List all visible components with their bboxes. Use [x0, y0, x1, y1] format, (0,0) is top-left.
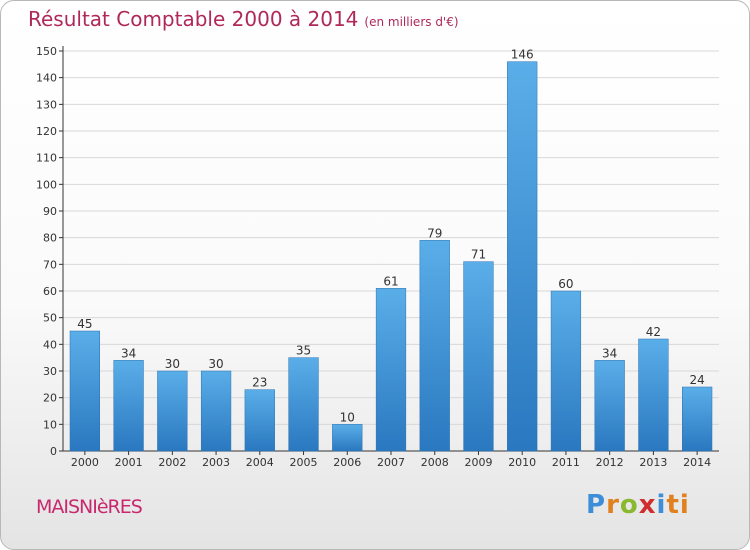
bar — [157, 370, 188, 452]
bar — [682, 386, 713, 452]
logo-letter: i — [656, 490, 667, 520]
logo-letter: r — [606, 490, 620, 520]
x-tick-label: 2011 — [552, 456, 580, 469]
logo-letter: x — [638, 490, 657, 520]
x-tick-label: 2012 — [596, 456, 624, 469]
bar — [244, 389, 275, 452]
bar — [550, 290, 582, 452]
data-label: 61 — [383, 274, 398, 288]
x-tick-label: 2006 — [333, 456, 361, 469]
labels: 45 2000 34 2001 30 2002 30 2003 23 2004 35 2005 10 20… — [71, 48, 711, 469]
x-tick-label: 2007 — [377, 456, 405, 469]
proxiti-logo: Proxiti — [586, 490, 690, 520]
bar — [419, 240, 450, 452]
x-tick-label: 2001 — [115, 456, 143, 469]
y-tick-label: 140 — [36, 72, 57, 85]
data-label: 60 — [558, 277, 573, 291]
logo-letter: ti — [666, 490, 690, 520]
bar — [288, 357, 319, 452]
y-tick-label: 60 — [43, 285, 57, 298]
data-label: 71 — [471, 248, 486, 262]
chart-title: Résultat Comptable 2000 à 2014 (en millie… — [28, 7, 459, 31]
axes: 0 10 20 30 40 50 60 70 80 90 100 110 120 130 140 150 — [36, 45, 719, 458]
bar — [332, 424, 363, 452]
data-label: 34 — [602, 346, 617, 360]
bar — [375, 288, 407, 452]
x-tick-label: 2013 — [639, 456, 667, 469]
data-label: 24 — [689, 373, 704, 387]
logo-letter: o — [619, 490, 639, 520]
bar — [200, 370, 232, 452]
y-tick-label: 80 — [43, 232, 57, 245]
data-label: 79 — [427, 226, 442, 240]
data-label: 45 — [77, 317, 92, 331]
x-tick-label: 2000 — [71, 456, 99, 469]
data-label: 146 — [511, 48, 534, 62]
x-tick-label: 2005 — [290, 456, 318, 469]
logo-letter: P — [586, 490, 607, 520]
x-tick-label: 2014 — [683, 456, 711, 469]
bar — [638, 338, 669, 452]
y-tick-label: 30 — [43, 365, 57, 378]
y-tick-label: 150 — [36, 45, 57, 58]
data-label: 30 — [165, 357, 180, 371]
x-tick-label: 2004 — [246, 456, 274, 469]
bar — [463, 261, 494, 452]
y-tick-label: 20 — [43, 392, 57, 405]
data-label: 10 — [340, 410, 355, 424]
data-label: 34 — [121, 346, 136, 360]
data-label: 23 — [252, 376, 267, 390]
data-label: 30 — [208, 357, 223, 371]
bars — [69, 61, 713, 452]
y-tick-label: 130 — [36, 98, 57, 111]
data-label: 42 — [646, 325, 661, 339]
data-label: 35 — [296, 344, 311, 358]
y-tick-label: 40 — [43, 338, 57, 351]
x-tick-label: 2003 — [202, 456, 230, 469]
y-tick-label: 50 — [43, 312, 57, 325]
x-tick-label: 2008 — [421, 456, 449, 469]
chart-title-text: Résultat Comptable 2000 à 2014 — [28, 7, 359, 31]
unit-note: (en milliers d'€) — [364, 15, 459, 29]
y-tick-label: 70 — [43, 258, 57, 271]
x-tick-label: 2009 — [464, 456, 492, 469]
x-tick-label: 2002 — [158, 456, 186, 469]
bar — [507, 61, 538, 452]
y-tick-label: 100 — [36, 178, 57, 191]
y-tick-label: 120 — [36, 125, 57, 138]
bar — [594, 360, 625, 452]
bar — [69, 330, 100, 452]
y-tick-label: 10 — [43, 418, 57, 431]
y-tick-label: 0 — [50, 445, 57, 458]
bar — [113, 360, 144, 452]
y-tick-label: 110 — [36, 152, 57, 165]
town-name: MAISNIèRES — [36, 496, 143, 518]
x-tick-label: 2010 — [508, 456, 536, 469]
y-tick-label: 90 — [43, 205, 57, 218]
